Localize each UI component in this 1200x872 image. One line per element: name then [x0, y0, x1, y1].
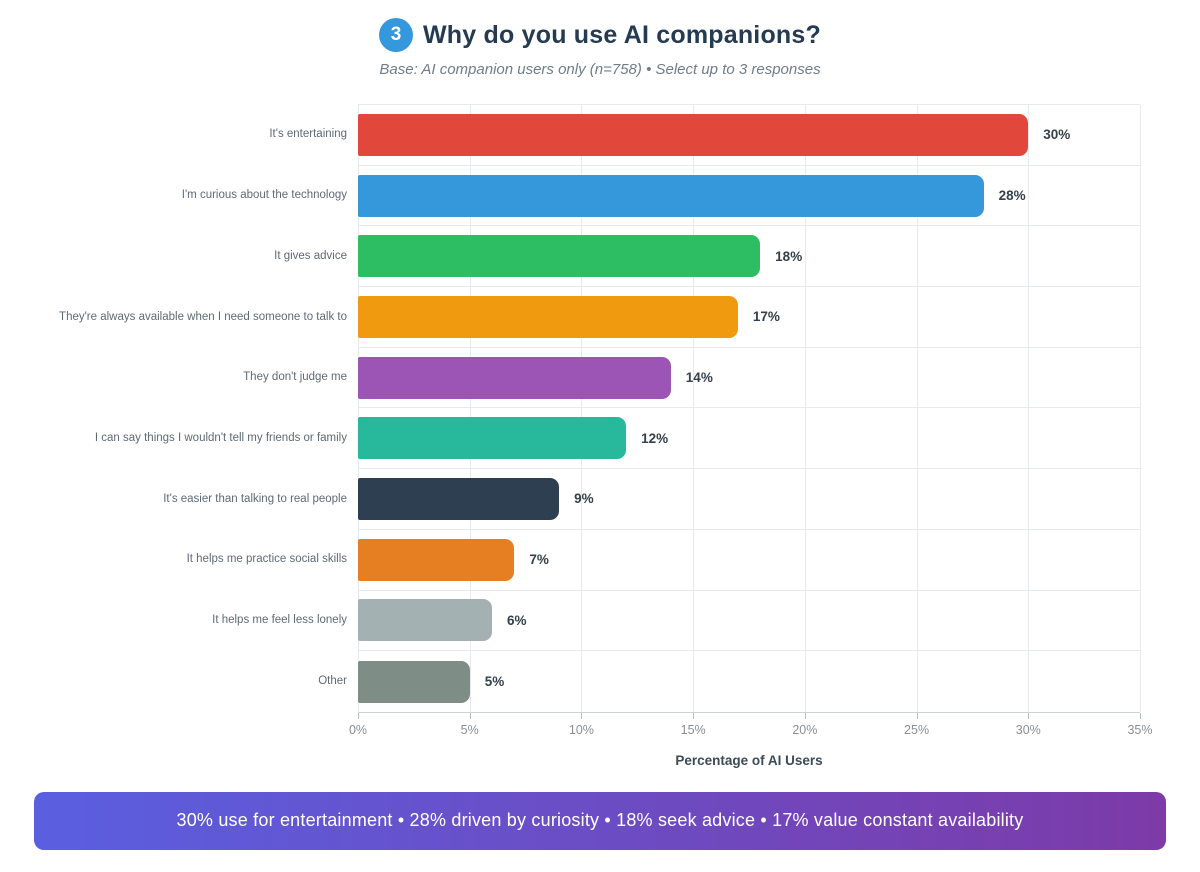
bar	[358, 174, 984, 217]
gridline	[804, 105, 806, 712]
tick-mark	[804, 712, 806, 719]
tick-mark	[358, 712, 359, 719]
gridline	[1140, 105, 1141, 712]
bar-row: 5%	[358, 651, 1140, 712]
x-tick-label: 15%	[680, 722, 706, 737]
value-label: 18%	[775, 248, 803, 264]
bar-row: 6%	[358, 591, 1140, 652]
gridline	[581, 105, 583, 712]
value-label: 6%	[507, 612, 527, 628]
bar	[358, 356, 671, 399]
bar-chart: It's entertaining I'm curious about the t…	[0, 104, 1200, 713]
value-label: 14%	[685, 370, 713, 386]
x-tick-label: 0%	[348, 722, 368, 737]
bar	[358, 477, 560, 520]
tick-mark	[1140, 712, 1141, 719]
x-axis-title: Percentage of AI Users	[675, 752, 823, 768]
category-label: They don't judge me	[243, 371, 347, 384]
category-label: It's entertaining	[269, 128, 347, 141]
tick-mark	[469, 712, 471, 719]
bar-row: 28%	[358, 166, 1140, 227]
gridline	[693, 105, 695, 712]
category-label: I'm curious about the technology	[181, 189, 347, 202]
category-label: It's easier than talking to real people	[163, 492, 347, 505]
chart-header: 3 Why do you use AI companions? Base: AI…	[0, 0, 1200, 78]
tick-mark	[1028, 712, 1030, 719]
bar-row: 18%	[358, 226, 1140, 288]
question-number-badge: 3	[379, 18, 414, 52]
bar	[358, 113, 1029, 156]
tick-mark	[693, 712, 695, 719]
bar-row: 12%	[358, 408, 1140, 470]
value-label: 12%	[641, 430, 669, 446]
value-label: 17%	[752, 309, 780, 325]
bar-row: 9%	[358, 469, 1140, 530]
x-axis-title-row: Percentage of AI Users	[0, 753, 1200, 768]
gridline	[469, 105, 471, 712]
x-tick-label: 10%	[568, 722, 594, 737]
summary-text: 30% use for entertainment • 28% driven b…	[176, 810, 1024, 831]
summary-banner: 30% use for entertainment • 28% driven b…	[34, 791, 1166, 850]
x-axis: 0% 5% 10% 15% 20% 25% 30% 35%	[0, 712, 1200, 749]
bar-row: 17%	[358, 287, 1140, 348]
bar-row: 14%	[358, 348, 1140, 409]
chart-title: Why do you use AI companions?	[423, 20, 821, 49]
x-tick-label: 20%	[792, 722, 818, 737]
gridline	[358, 105, 359, 712]
bar	[358, 295, 738, 338]
gridline	[1028, 105, 1030, 712]
category-label: Other	[318, 674, 347, 687]
x-tick-label: 5%	[460, 722, 479, 737]
bar	[358, 235, 761, 278]
gridline	[916, 105, 918, 712]
bar	[358, 538, 515, 581]
value-label: 9%	[574, 491, 594, 507]
plot-area: 30% 28% 18% 17% 14% 12% 9% 7% 6% 5%	[358, 104, 1141, 713]
value-label: 7%	[529, 552, 549, 568]
bar	[358, 660, 470, 703]
category-label: I can say things I wouldn't tell my frie…	[94, 431, 347, 444]
tick-mark	[581, 712, 583, 719]
bar	[358, 599, 493, 642]
chart-subtitle: Base: AI companion users only (n=758) • …	[379, 61, 821, 78]
x-tick-label: 35%	[1127, 722, 1153, 737]
bar-row: 7%	[358, 530, 1140, 591]
bar-row: 30%	[358, 105, 1140, 166]
category-labels: It's entertaining I'm curious about the t…	[0, 104, 358, 713]
tick-mark	[916, 712, 918, 719]
value-label: 5%	[484, 674, 505, 690]
category-label: They're always available when I need som…	[59, 310, 347, 323]
value-label: 28%	[998, 188, 1026, 204]
category-label: It helps me feel less lonely	[212, 613, 347, 626]
bar	[358, 417, 627, 460]
x-tick-label: 25%	[904, 722, 930, 737]
category-label: It gives advice	[274, 249, 347, 262]
x-axis-ticks: 0% 5% 10% 15% 20% 25% 30% 35%	[349, 712, 1153, 749]
category-label: It helps me practice social skills	[186, 553, 347, 566]
x-tick-label: 30%	[1015, 722, 1041, 737]
value-label: 30%	[1043, 127, 1071, 143]
axis-spacer	[0, 713, 358, 749]
